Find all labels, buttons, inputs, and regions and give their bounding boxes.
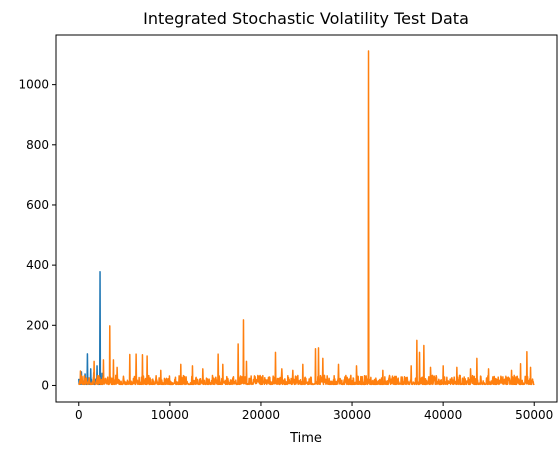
y-tick-label: 600 xyxy=(26,198,49,212)
y-axis: 0 200 400 600 800 1000 xyxy=(18,78,56,392)
plot-frame xyxy=(55,34,558,403)
series-line-2 xyxy=(78,50,535,386)
x-tick-label: 40000 xyxy=(424,408,462,422)
y-tick-label: 400 xyxy=(26,258,49,272)
series-line-1 xyxy=(78,271,105,386)
chart-title: Integrated Stochastic Volatility Test Da… xyxy=(143,9,469,28)
y-tick-label: 800 xyxy=(26,138,49,152)
x-tick-label: 30000 xyxy=(333,408,371,422)
x-axis: 0 10000 20000 30000 40000 50000 xyxy=(75,402,553,422)
y-tick-label: 0 xyxy=(41,378,49,392)
x-tick-label: 50000 xyxy=(515,408,553,422)
y-tick-label: 200 xyxy=(26,318,49,332)
y-tick-label: 1000 xyxy=(18,78,49,92)
x-tick-label: 20000 xyxy=(242,408,280,422)
x-tick-label: 0 xyxy=(75,408,83,422)
x-axis-label: Time xyxy=(289,431,322,446)
series-layer xyxy=(78,50,535,386)
x-tick-label: 10000 xyxy=(151,408,189,422)
